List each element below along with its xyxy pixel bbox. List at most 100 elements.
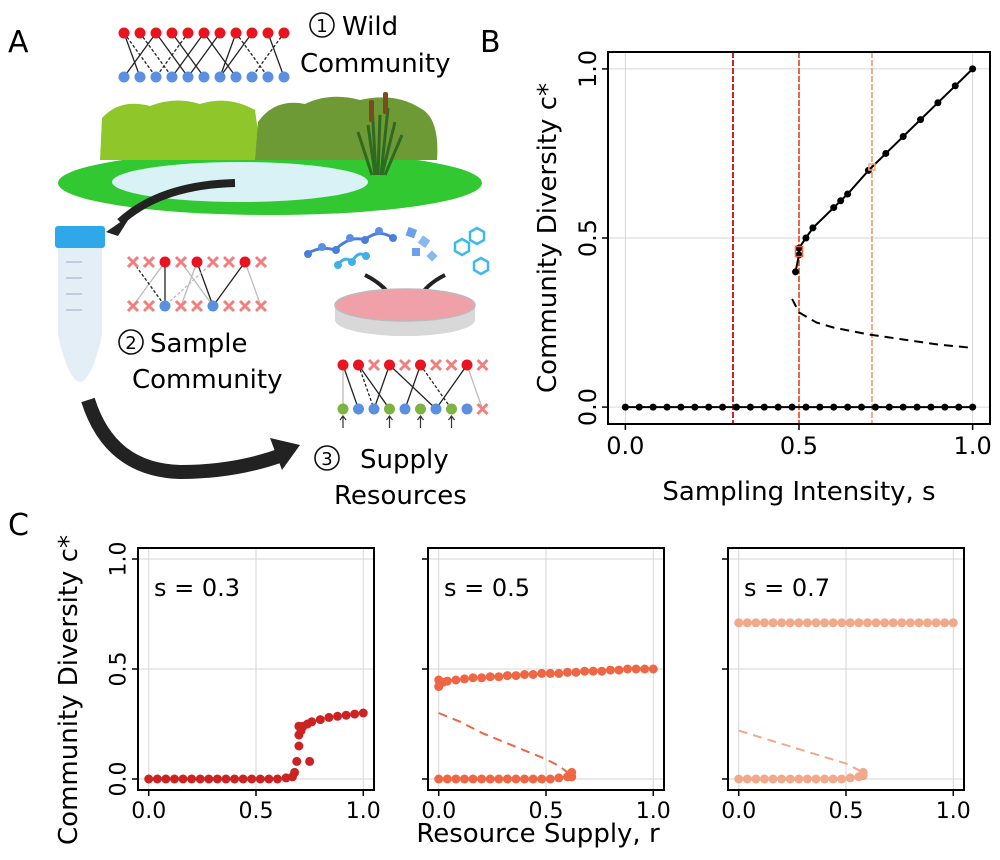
species-node: [368, 403, 380, 415]
x-tick-label: 0.5: [529, 799, 564, 824]
species-node: [278, 71, 290, 83]
data-point: [537, 668, 547, 678]
step2-line1: Sample: [150, 329, 248, 359]
data-point: [880, 618, 890, 628]
resource-node: [278, 27, 290, 39]
data-point: [955, 403, 963, 411]
network-link: [139, 32, 173, 78]
missing-species-icon: [126, 255, 140, 269]
missing-species-icon: [174, 255, 188, 269]
y-tick-label: 0.0: [574, 388, 602, 426]
step1-number: 1: [316, 16, 327, 37]
data-point: [931, 618, 941, 628]
y-axis-label: Community Diversity c*: [533, 83, 563, 393]
x-tick-label: 1.0: [936, 799, 971, 824]
data-point: [305, 756, 315, 766]
data-point: [333, 711, 343, 721]
species-node: [198, 71, 210, 83]
supply-arrow-icon: [448, 415, 455, 428]
missing-species-icon: [126, 299, 140, 313]
network-link: [342, 364, 360, 410]
species-node: [134, 71, 146, 83]
data-point: [830, 204, 838, 212]
missing-species-icon: [222, 299, 236, 313]
schematic-panel: 1 Wild Community 2 Sample Com: [55, 12, 490, 511]
data-point: [511, 774, 521, 784]
step1-circle: [309, 12, 335, 38]
supplied-community-network: [337, 358, 489, 428]
data-point: [844, 403, 852, 411]
x-tick-label: 0.5: [780, 432, 818, 460]
data-point: [820, 618, 830, 628]
missing-species-icon: [206, 255, 220, 269]
data-point: [485, 774, 495, 784]
data-point: [562, 667, 572, 677]
data-point: [854, 618, 864, 628]
data-point: [545, 774, 555, 784]
supplied-node: [337, 403, 349, 415]
data-point: [221, 774, 231, 784]
data-point: [272, 774, 282, 784]
data-point: [663, 403, 671, 411]
data-point: [759, 618, 769, 628]
data-point: [742, 618, 752, 628]
data-point: [897, 618, 907, 628]
resource-molecules-icon: [304, 226, 490, 276]
data-point: [768, 774, 778, 784]
data-point: [520, 774, 530, 784]
data-point: [809, 224, 817, 232]
network-link: [123, 32, 157, 78]
data-point: [152, 774, 162, 784]
data-point: [468, 673, 478, 683]
resource-node: [198, 27, 210, 39]
resource-node: [182, 27, 194, 39]
data-point: [899, 403, 907, 411]
data-point: [746, 403, 754, 411]
data-point: [290, 767, 300, 777]
data-point: [705, 403, 713, 411]
data-point: [948, 618, 958, 628]
data-point: [178, 774, 188, 784]
y-tick-label: 0.5: [107, 652, 132, 687]
data-point: [528, 774, 538, 784]
panel-annotation: s = 0.3: [154, 574, 240, 602]
data-point: [677, 403, 685, 411]
arrow-head-2: [270, 438, 300, 470]
missing-species-icon: [174, 299, 188, 313]
data-point: [451, 675, 461, 685]
chart-s-0.3: 0.0 0.5 1.0 0.0 0.5 1.0 Community Diversity c*…: [54, 535, 381, 845]
data-point: [605, 665, 615, 675]
species-node: [353, 403, 364, 415]
resource-node: [262, 27, 274, 39]
pond-illustration: [58, 92, 482, 215]
missing-species-icon: [367, 358, 381, 372]
network-link: [219, 32, 237, 78]
data-point: [751, 774, 761, 784]
data-point: [923, 618, 933, 628]
data-point: [554, 773, 564, 783]
data-point: [511, 671, 521, 681]
data-point: [494, 774, 504, 784]
supply-arrow-icon: [417, 415, 424, 428]
data-point: [969, 403, 977, 411]
data-point: [837, 774, 847, 784]
data-point: [567, 767, 577, 777]
x-tick-label: 0.0: [421, 799, 456, 824]
panel-annotation: s = 0.7: [744, 574, 830, 602]
sample-tube-icon: [55, 226, 105, 382]
data-point: [751, 618, 761, 628]
data-point: [811, 618, 821, 628]
data-point: [845, 618, 855, 628]
step3-line2: Resources: [334, 481, 467, 511]
missing-species-icon: [476, 402, 489, 416]
data-point: [621, 403, 629, 411]
network-link: [196, 261, 214, 307]
supply-arrow-icon: [339, 415, 347, 428]
data-point: [871, 618, 881, 628]
data-point: [934, 99, 942, 107]
missing-species-icon: [254, 255, 268, 269]
data-point: [494, 672, 504, 682]
marker-s05: [794, 245, 804, 258]
